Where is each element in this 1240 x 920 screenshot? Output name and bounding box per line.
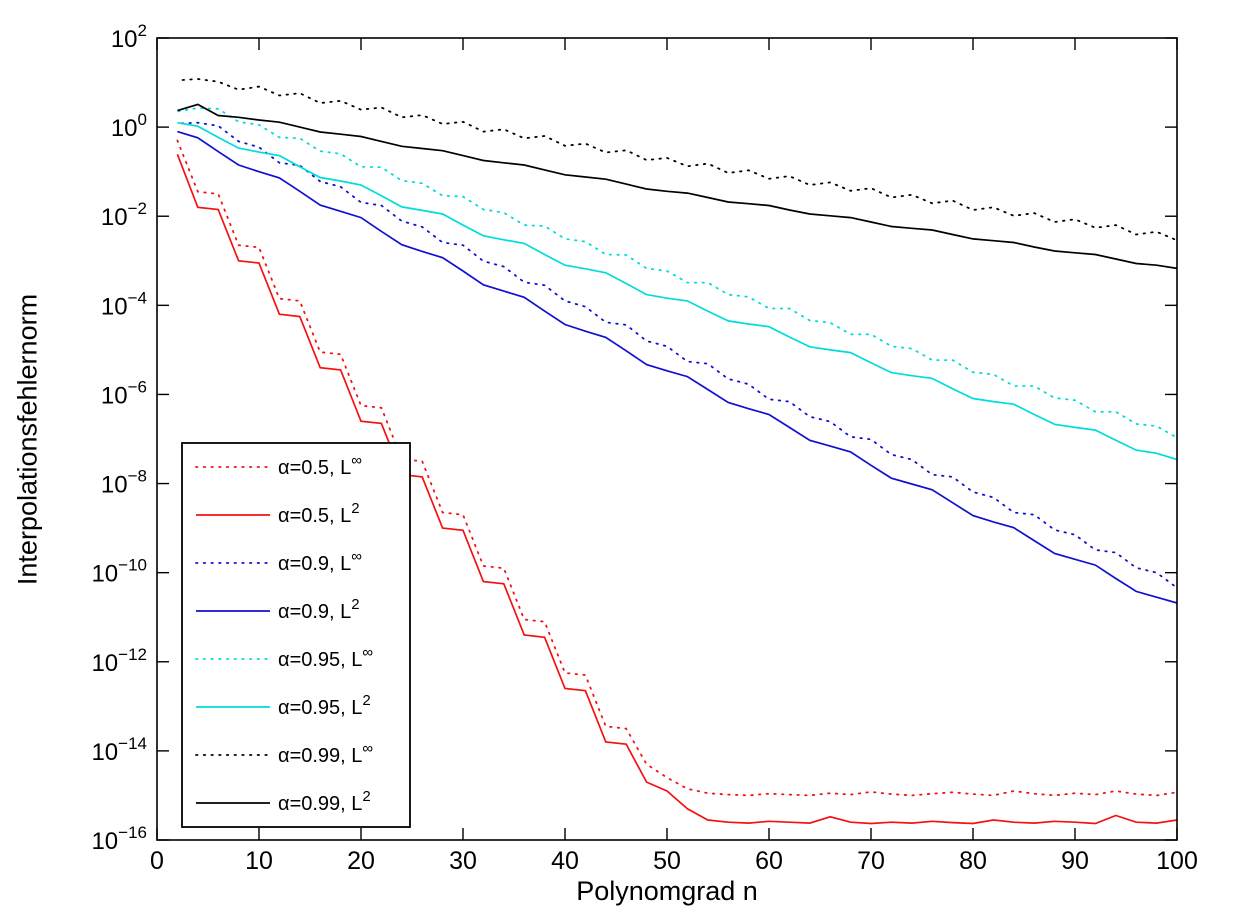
x-axis-title: Polynomgrad n: [576, 876, 758, 906]
series-alpha05-l2-line: [176, 153, 1178, 825]
legend-label-alpha05-linf: α=0.5, L∞: [278, 452, 362, 479]
legend-entry-alpha099-linf: α=0.99, L∞: [195, 740, 373, 767]
series-alpha095-linf-line: [176, 107, 1178, 439]
x-tick-label-100: 100: [1156, 847, 1198, 875]
legend-entry-alpha05-l2: α=0.5, L2: [196, 500, 360, 527]
series-alpha09-l2-line: [177, 130, 1178, 604]
legend-entry-alpha099-l2: α=0.99, L2: [196, 788, 371, 815]
y-tick-label--8: 10−8: [101, 467, 147, 499]
y-tick-label--4: 10−4: [101, 288, 147, 320]
series-alpha099-l2-line: [177, 103, 1178, 270]
y-tick-label--14: 10−14: [91, 734, 147, 766]
legend-label-alpha05-l2: α=0.5, L2: [278, 500, 360, 527]
x-tick-label-60: 60: [755, 847, 783, 875]
x-tick-label-90: 90: [1061, 847, 1089, 875]
y-tick-label-0: 100: [111, 110, 147, 142]
x-tick-label-50: 50: [653, 847, 681, 875]
y-tick-label--16: 10−16: [91, 823, 147, 855]
legend-box: [181, 442, 411, 828]
x-tick-label-80: 80: [959, 847, 987, 875]
x-tick-label-10: 10: [245, 847, 273, 875]
y-tick-label--2: 10−2: [101, 199, 147, 231]
legend-entry-alpha095-linf: α=0.95, L∞: [195, 644, 373, 671]
legend-entry-alpha05-linf: α=0.5, L∞: [195, 452, 362, 479]
series-alpha05-linf-line: [176, 139, 1178, 797]
legend-label-alpha099-l2: α=0.99, L2: [278, 788, 371, 815]
legend-label-alpha09-linf: α=0.9, L∞: [278, 548, 362, 575]
legend-entry-alpha09-l2: α=0.9, L2: [196, 596, 360, 623]
y-axis-title: Interpolationsfehlernorm: [12, 293, 43, 586]
legend: α=0.5, L∞ α=0.5, L2 α=0.9, L∞ α=0.9, L2 α=0.…: [181, 442, 411, 828]
legend-label-alpha095-linf: α=0.95, L∞: [278, 644, 373, 671]
y-tick-label--12: 10−12: [91, 645, 147, 677]
y-tick-label--6: 10−6: [101, 377, 147, 409]
series-alpha095-l2-line: [177, 121, 1178, 461]
x-tick-label-70: 70: [857, 847, 885, 875]
legend-label-alpha099-linf: α=0.99, L∞: [278, 740, 373, 767]
legend-entry-alpha09-linf: α=0.9, L∞: [195, 548, 362, 575]
y-tick-label--10: 10−10: [91, 556, 147, 588]
x-tick-label-0: 0: [150, 847, 164, 875]
series-alpha099-linf-line: [176, 78, 1178, 242]
legend-label-alpha09-l2: α=0.9, L2: [278, 596, 360, 623]
legend-label-alpha095-l2: α=0.95, L2: [278, 692, 371, 719]
x-tick-label-40: 40: [551, 847, 579, 875]
x-tick-label-20: 20: [347, 847, 375, 875]
legend-entry-alpha095-l2: α=0.95, L2: [196, 692, 371, 719]
x-tick-label-30: 30: [449, 847, 477, 875]
series-alpha09-linf-line: [176, 121, 1178, 589]
y-tick-label-2: 102: [111, 21, 147, 53]
